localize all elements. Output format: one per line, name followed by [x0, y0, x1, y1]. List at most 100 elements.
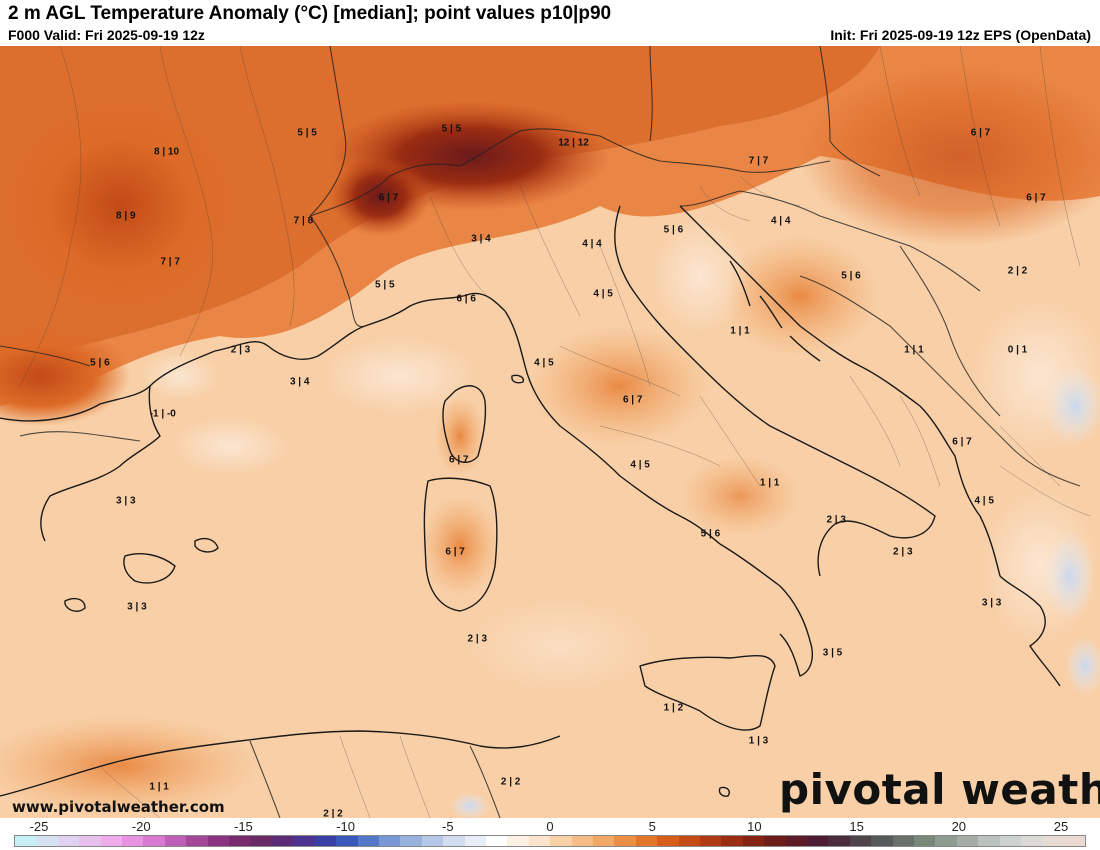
colorbar-segment — [271, 836, 294, 846]
colorbar-segment — [550, 836, 572, 846]
colorbar-segment — [122, 836, 144, 846]
colorbar-segment — [314, 836, 337, 846]
colorbar-segment — [207, 836, 230, 846]
point-value: 5 | 6 — [663, 224, 684, 236]
colorbar-tick-label: 15 — [849, 819, 864, 834]
point-value: -1 | -0 — [149, 408, 176, 420]
colorbar-segment — [443, 836, 465, 846]
colorbar-tick-label: 5 — [648, 819, 656, 834]
point-value: 0 | 1 — [1007, 344, 1028, 356]
point-value: 4 | 5 — [534, 357, 554, 369]
colorbar-segment — [250, 836, 272, 846]
colorbar-segment — [571, 836, 593, 846]
point-value: 1 | 1 — [730, 325, 750, 337]
colorbar-segment — [978, 836, 1000, 846]
point-value: 3 | 3 — [116, 495, 136, 507]
point-value: 4 | 5 — [593, 288, 613, 300]
point-value: 7 | 7 — [160, 256, 180, 268]
point-value: 2 | 3 — [467, 633, 488, 645]
point-value: 4 | 4 — [582, 238, 602, 250]
france-warm-core — [0, 96, 240, 316]
point-value: 3 | 4 — [289, 376, 310, 388]
colorbar-segment — [828, 836, 850, 846]
regional-borders — [19, 46, 1091, 818]
point-value: 2 | 2 — [500, 776, 521, 788]
point-value: 5 | 5 — [441, 123, 462, 135]
point-value: 3 | 4 — [471, 233, 491, 245]
pivotal-weather-logo: pivotal weather — [779, 765, 1100, 814]
coastlines — [0, 205, 1061, 797]
colorbar-tick-label: 20 — [951, 819, 967, 834]
colorbar-segment — [657, 836, 679, 846]
pale-patch-adriatic — [650, 216, 750, 336]
colorbar-tick-label: 0 — [546, 819, 554, 834]
colorbar-segment — [764, 836, 786, 846]
colorbar-tick-label: -20 — [131, 819, 151, 834]
point-value: 5 | 5 — [297, 127, 317, 139]
point-value: 3 | 5 — [822, 647, 843, 659]
warm-band-core — [0, 46, 880, 366]
colorbar-segment — [528, 836, 551, 846]
colorbar-segment — [807, 836, 829, 846]
colorbar-segment — [507, 836, 529, 846]
point-value: 1 | 1 — [149, 781, 169, 793]
colorbar-segment — [164, 836, 187, 846]
cool-patch-4 — [450, 792, 490, 818]
point-value: 6 | 7 — [449, 454, 469, 466]
colorbar-segment — [100, 836, 123, 846]
map-canvas — [0, 46, 1100, 818]
point-value: 1 | 2 — [663, 702, 684, 714]
colorbar-segment — [1063, 836, 1086, 846]
point-value: 5 | 6 — [700, 528, 721, 540]
colorbar-ticks: -25 -20 -15 -10 -5 0 5 10 15 20 25 — [14, 819, 1086, 835]
colorbar-segment — [36, 836, 58, 846]
init-time: Init: Fri 2025-09-19 12z EPS (OpenData) — [830, 27, 1091, 43]
anomaly-map[interactable]: 8 | 10 5 | 5 5 | 5 12 | 12 7 | 7 6 | 7 8 | 9 7 … — [0, 46, 1100, 818]
colorbar-segment — [956, 836, 979, 846]
colorbar-segment — [57, 836, 80, 846]
pale-patch-lion — [140, 351, 220, 401]
point-value: 6 | 6 — [456, 293, 476, 305]
colorbar-segment — [357, 836, 379, 846]
point-value: 3 | 3 — [127, 601, 147, 613]
point-value: 5 | 5 — [375, 279, 395, 291]
cool-patch-1 — [1045, 366, 1100, 446]
country-borders — [0, 46, 1081, 818]
point-value: 4 | 5 — [630, 459, 650, 471]
colorbar-segment — [336, 836, 358, 846]
point-value: 2 | 3 — [826, 514, 846, 526]
point-value: 6 | 7 — [622, 394, 643, 406]
colorbar-segment — [999, 836, 1022, 846]
colorbar-segment — [678, 836, 700, 846]
point-value: 2 | 3 — [893, 546, 913, 558]
alps-hot-core-west — [330, 156, 430, 236]
point-value: 3 | 3 — [981, 597, 1002, 609]
point-value: 1 | 1 — [759, 477, 780, 489]
pale-patch-2 — [170, 416, 290, 476]
colorbar-segment — [1021, 836, 1043, 846]
point-value: 7 | 8 — [293, 215, 314, 227]
colorbar-segment — [742, 836, 765, 846]
website-label: www.pivotalweather.com — [12, 798, 225, 816]
colorbar-tick-label: -5 — [442, 819, 454, 834]
colorbar — [14, 835, 1086, 847]
colorbar-segment — [464, 836, 486, 846]
spain-warm-core — [0, 326, 130, 426]
colorbar-segment — [293, 836, 315, 846]
colorbar-segment — [914, 836, 936, 846]
south-italy-mid-core — [680, 456, 800, 536]
point-value: 6 | 7 — [378, 192, 399, 204]
point-value: 12 | 12 — [558, 137, 589, 149]
colorbar-segment — [421, 836, 444, 846]
colorbar-segment — [15, 836, 37, 846]
colorbar-segment — [186, 836, 208, 846]
colorbar-segment — [229, 836, 251, 846]
point-value: 8 | 9 — [116, 210, 136, 222]
colorbar-segment — [785, 836, 808, 846]
east-warm-core — [800, 66, 1100, 246]
colorbar-segment — [143, 836, 165, 846]
point-value: 6 | 7 — [1026, 192, 1046, 204]
cool-patch-2 — [1045, 531, 1095, 621]
colorbar-segment — [378, 836, 401, 846]
pale-patch-1 — [320, 336, 480, 416]
